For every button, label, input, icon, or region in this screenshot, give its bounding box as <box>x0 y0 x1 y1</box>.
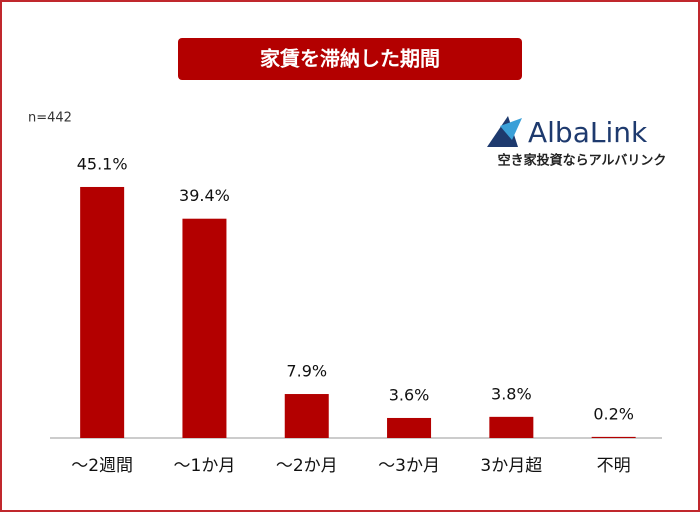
bar <box>387 417 432 438</box>
value-label: 45.1% <box>77 154 128 173</box>
value-label: 3.8% <box>491 384 532 403</box>
bar <box>489 416 534 438</box>
x-tick-label: ～3か月 <box>378 456 440 476</box>
value-label: 3.6% <box>389 385 430 404</box>
logo-name: AlbaLink <box>528 116 648 149</box>
x-tick-label: 不明 <box>597 456 631 476</box>
title-box <box>178 38 522 80</box>
x-tick-label: 3か月超 <box>480 456 542 476</box>
bar <box>284 394 329 438</box>
logo-tagline: 空き家投資ならアルバリンク <box>498 153 667 169</box>
x-tick-label: ～2か月 <box>276 456 338 476</box>
value-label: 7.9% <box>286 362 327 381</box>
logo: AlbaLink 空き家投資ならアルバリンク <box>487 116 666 169</box>
bar <box>80 186 125 438</box>
logo-icon-accent <box>500 118 522 140</box>
value-label: 39.4% <box>179 186 230 205</box>
value-label: 0.2% <box>593 404 634 423</box>
x-tick-label: ～2週間 <box>71 456 133 476</box>
chart-title: 家賃を滞納した期間 <box>260 47 440 71</box>
x-tick-label: ～1か月 <box>174 456 236 476</box>
bar <box>591 436 636 438</box>
sample-note: n=442 <box>28 111 72 126</box>
bar <box>182 218 227 438</box>
